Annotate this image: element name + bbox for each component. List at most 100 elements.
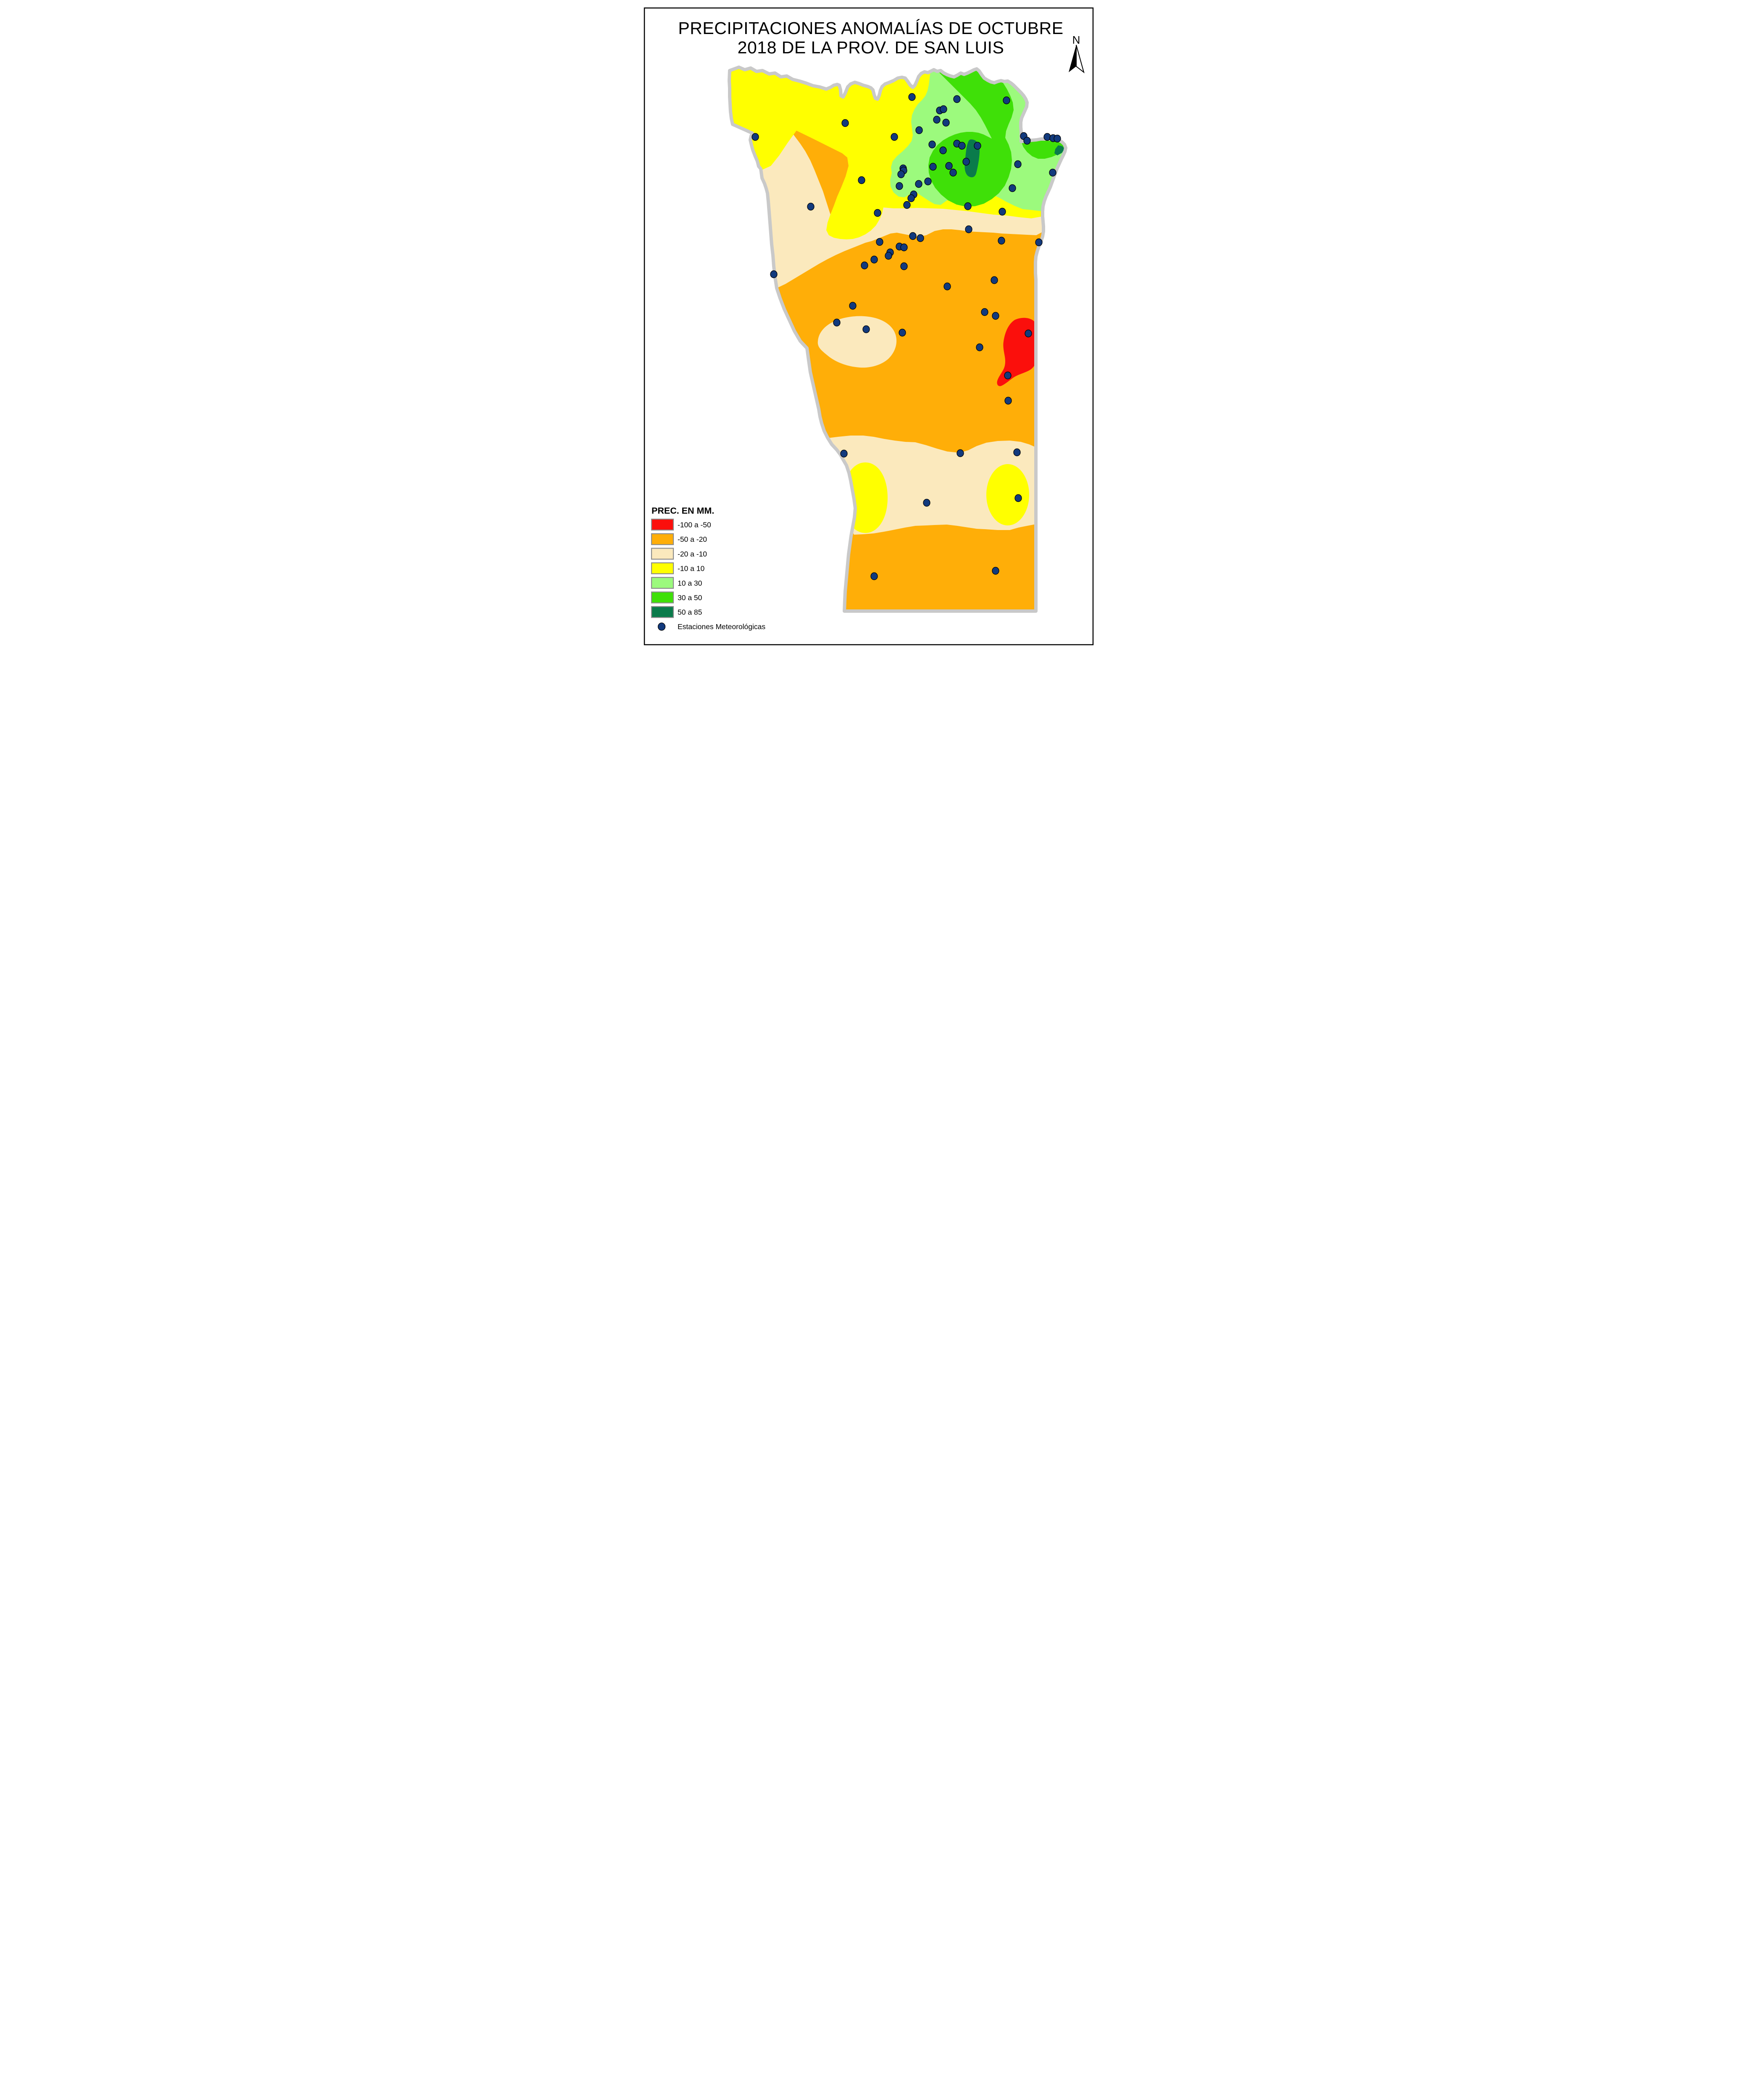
- station-dot-icon: [657, 622, 665, 631]
- station-dot: [997, 236, 1005, 245]
- station-dot: [907, 194, 915, 202]
- legend-label: -10 a 10: [678, 564, 704, 573]
- station-dot: [807, 202, 815, 211]
- legend-label: 30 a 50: [678, 593, 702, 602]
- legend-row: -100 a -50: [651, 518, 711, 531]
- station-dot: [849, 302, 857, 310]
- station-dot: [908, 93, 916, 101]
- legend-swatch: [651, 606, 674, 618]
- legend-row: -50 a -20: [651, 533, 707, 545]
- legend-title: PREC. EN MM.: [652, 506, 714, 516]
- legend-swatch: [651, 548, 674, 560]
- station-dot: [956, 449, 964, 457]
- station-dot: [998, 207, 1006, 216]
- station-dot: [897, 170, 905, 178]
- north-arrow-icon: N: [1068, 34, 1085, 74]
- legend-swatch: [651, 518, 674, 531]
- north-arrow-right-half: [1075, 45, 1085, 74]
- station-dot: [914, 180, 922, 188]
- station-dot: [1004, 371, 1012, 380]
- station-dot: [875, 238, 883, 246]
- legend-row: -10 a 10: [651, 562, 704, 575]
- station-dot: [975, 343, 983, 352]
- station-dot: [1035, 238, 1043, 247]
- station-dot: [933, 116, 941, 124]
- legend-row: 50 a 85: [651, 606, 702, 618]
- province-map: [729, 67, 1066, 611]
- station-dot: [909, 232, 917, 240]
- station-dot: [924, 177, 932, 186]
- station-dot: [903, 201, 911, 209]
- station-dot: [898, 328, 906, 337]
- legend-swatch: [651, 533, 674, 545]
- legend-stations-label: Estaciones Meteorológicas: [678, 622, 765, 631]
- station-dot: [939, 105, 947, 113]
- precipitation-anomaly-map: PRECIPITACIONES ANOMALÍAS DE OCTUBRE 201…: [644, 7, 1093, 646]
- weather-stations-layer: [751, 93, 1061, 580]
- station-dot: [958, 142, 966, 150]
- station-dot: [964, 202, 972, 210]
- station-dot: [751, 133, 759, 141]
- north-arrow-left-half: [1068, 45, 1076, 72]
- legend-stations-row: Estaciones Meteorológicas: [657, 622, 765, 631]
- station-dot: [1014, 494, 1022, 502]
- station-dot: [973, 142, 981, 150]
- station-dot: [962, 158, 970, 166]
- page-frame: [644, 7, 1093, 646]
- legend: PREC. EN MM. -100 a -50 -50 a -20 -20 a -1…: [651, 506, 765, 631]
- station-dot: [870, 572, 878, 580]
- station-dot: [1004, 396, 1012, 405]
- region-anomaly-minus10-10-south-east-blob: [986, 464, 1029, 525]
- station-dot: [949, 168, 957, 177]
- north-label: N: [1072, 34, 1080, 46]
- station-dot: [870, 255, 878, 264]
- station-dot: [991, 312, 999, 320]
- legend-swatch: [651, 591, 674, 604]
- legend-swatch: [651, 577, 674, 589]
- station-dot: [890, 133, 898, 141]
- station-dot: [980, 308, 988, 316]
- legend-rows: -100 a -50 -50 a -20 -20 a -10 -10 a 10 10 a…: [651, 518, 711, 618]
- region-anomaly-30-50-east-bump: [1021, 139, 1066, 159]
- station-dot: [916, 234, 924, 242]
- region-anomaly-minus20-minus10-north: [762, 132, 1043, 288]
- station-dot: [840, 449, 848, 458]
- map-sheet: PRECIPITACIONES ANOMALÍAS DE OCTUBRE 201…: [636, 0, 1101, 653]
- station-dot: [922, 499, 930, 507]
- station-dot: [1013, 448, 1021, 457]
- legend-label: -20 a -10: [678, 550, 707, 558]
- station-dot: [939, 146, 947, 155]
- station-dot: [841, 119, 849, 127]
- station-dot: [770, 270, 778, 278]
- station-dot: [945, 162, 953, 170]
- station-dot: [1014, 160, 1022, 168]
- station-dot: [884, 252, 892, 260]
- region-anomaly-minus20-minus10-center-blob: [817, 316, 896, 368]
- station-dot: [942, 118, 950, 127]
- station-dot: [915, 126, 923, 134]
- station-dot: [1023, 136, 1031, 145]
- station-dot: [895, 182, 903, 190]
- legend-swatch: [651, 562, 674, 575]
- station-dot: [860, 261, 868, 270]
- station-dot: [1024, 329, 1032, 338]
- station-dot: [1049, 168, 1056, 177]
- station-dot: [1008, 184, 1016, 192]
- station-dot: [990, 276, 998, 284]
- station-dot: [862, 325, 870, 333]
- legend-label: -100 a -50: [678, 521, 711, 529]
- station-dot: [964, 225, 972, 234]
- station-dot: [900, 262, 908, 270]
- page-title-line2: 2018 DE LA PROV. DE SAN LUIS: [737, 38, 1004, 57]
- station-dot: [928, 140, 936, 149]
- legend-row: 30 a 50: [651, 591, 702, 604]
- station-dot: [943, 282, 951, 291]
- legend-row: 10 a 30: [651, 577, 702, 589]
- station-dot: [991, 567, 999, 575]
- station-dot: [833, 318, 841, 327]
- station-dot: [953, 95, 961, 103]
- station-dot: [1043, 133, 1051, 141]
- legend-label: 50 a 85: [678, 608, 702, 617]
- station-dot: [900, 243, 908, 252]
- station-dot: [873, 209, 881, 217]
